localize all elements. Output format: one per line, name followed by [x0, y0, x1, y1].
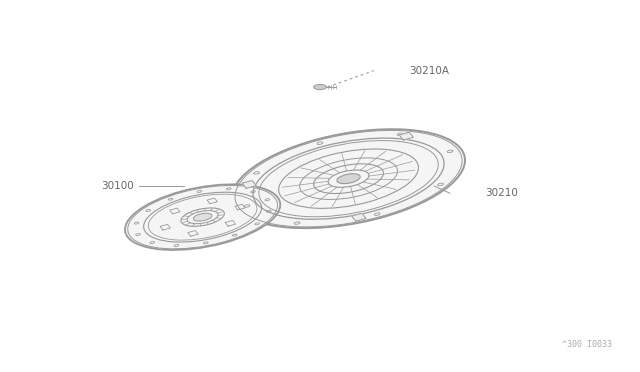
Ellipse shape — [125, 185, 280, 250]
Ellipse shape — [337, 174, 360, 184]
Polygon shape — [399, 132, 413, 140]
Polygon shape — [242, 180, 256, 188]
Text: 30210A: 30210A — [409, 65, 449, 76]
Ellipse shape — [232, 129, 465, 228]
Ellipse shape — [193, 213, 212, 221]
Text: 30210: 30210 — [485, 188, 518, 198]
Ellipse shape — [314, 84, 326, 90]
Text: 30100: 30100 — [101, 181, 134, 191]
Polygon shape — [352, 214, 366, 221]
Text: ^300 I0033: ^300 I0033 — [562, 340, 612, 349]
